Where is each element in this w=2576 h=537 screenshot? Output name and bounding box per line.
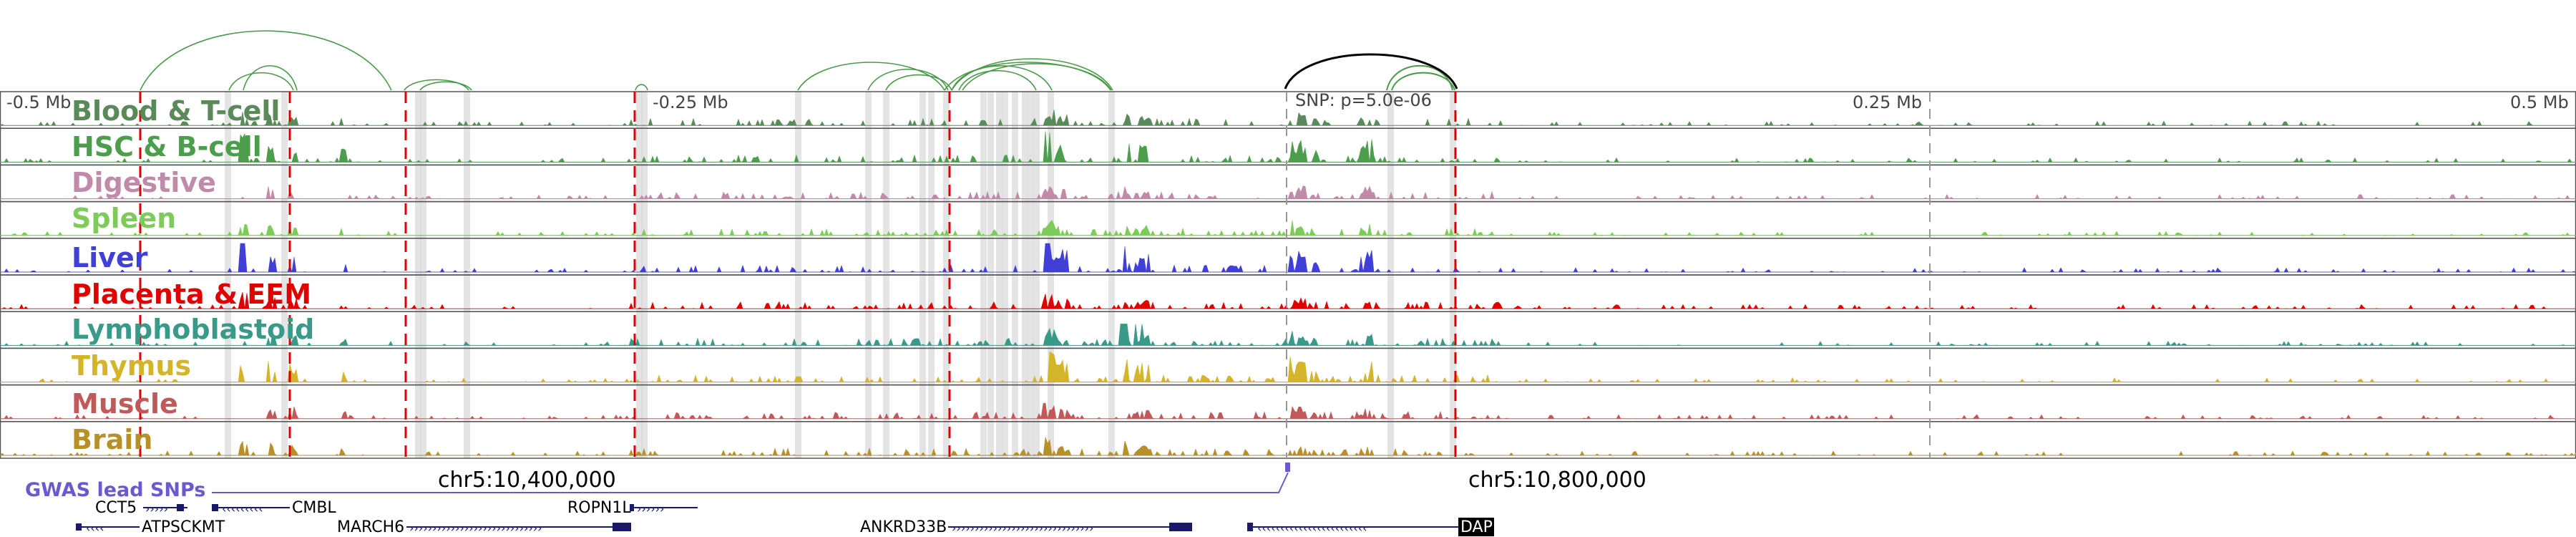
gene-label-march6[interactable]: MARCH6: [337, 518, 404, 536]
track-panel: [0, 384, 2576, 422]
chromatin-loop-arc: [797, 62, 945, 91]
chromatin-loops: [140, 30, 1458, 91]
track-panel: [0, 238, 2576, 276]
snp-loop-arc: [1284, 53, 1458, 90]
track-label-lymphoblastoid[interactable]: Lymphoblastoid: [72, 314, 314, 345]
signal-placenta-eem: [0, 291, 2576, 310]
track-label-placenta-eem[interactable]: Placenta & EEM: [72, 279, 311, 310]
gene-arrows-atpsckmt: ‹‹‹‹: [86, 521, 104, 535]
track-label-digestive[interactable]: Digestive: [72, 167, 216, 198]
signal-muscle: [0, 402, 2576, 420]
signal-thymus: [0, 351, 2576, 383]
chromatin-loop-arc: [885, 74, 952, 91]
coordinate-left: chr5:10,400,000: [438, 468, 616, 493]
gene-label-cct5[interactable]: CCT5: [95, 499, 137, 517]
track-panels: [0, 91, 2576, 459]
gene-exon-atpsckmt: [76, 523, 82, 531]
chromatin-loop-arc: [1391, 72, 1455, 91]
gene-label-dap[interactable]: DAP: [1460, 518, 1493, 536]
signal-digestive: [0, 185, 2576, 200]
gene-exon-cmbl: [212, 504, 218, 511]
gwas-track: GWAS lead SNPs: [25, 463, 1290, 501]
gene-arrows-dap: ‹‹‹‹‹‹‹‹‹‹‹‹‹‹‹‹‹‹‹‹‹‹‹‹: [1257, 521, 1367, 535]
axis-label-mid-left: -0.25 Mb: [653, 92, 728, 112]
track-label-muscle[interactable]: Muscle: [72, 388, 178, 420]
track-panel: [0, 421, 2576, 459]
chromatin-loop-arc: [419, 81, 472, 91]
signal-brain: [0, 437, 2576, 457]
highlight-red-lines: [139, 92, 1457, 458]
gene-exon-dap-start: [1247, 523, 1253, 531]
gene-label-ropn1l[interactable]: ROPN1L: [567, 499, 631, 517]
track-panel: [0, 127, 2576, 166]
track-label-liver[interactable]: Liver: [72, 242, 148, 274]
gene-track: CCT5 ››››› ‹‹‹‹‹‹‹‹‹ CMBL ROPN1L ›››››› …: [76, 499, 1494, 536]
track-labels: Blood & T-cell HSC & B-cell Digestive Sp…: [72, 95, 314, 455]
gene-arrows-cmbl: ‹‹‹‹‹‹‹‹‹: [222, 502, 263, 516]
track-panel: [0, 200, 2576, 239]
signal-hsc-b-cell: [0, 131, 2576, 163]
signal-blood-t-cell: [0, 109, 2576, 127]
chromatin-loop-arc: [944, 62, 1111, 91]
gene-arrows-cct5: ›››››: [145, 502, 168, 516]
chromatin-loop-arc: [140, 30, 392, 91]
gene-exon-ropn1l: [630, 504, 634, 511]
gene-label-ankrd33b[interactable]: ANKRD33B: [860, 518, 947, 536]
axis-label-right: 0.5 Mb: [2510, 92, 2569, 112]
coordinate-right: chr5:10,800,000: [1468, 468, 1646, 493]
track-panel: [0, 347, 2576, 386]
gene-exon-march6: [613, 523, 631, 531]
track-label-thymus[interactable]: Thymus: [72, 350, 191, 382]
axis-label-snp: SNP: p=5.0e-06: [1295, 90, 1432, 110]
track-label-blood-t-cell[interactable]: Blood & T-cell: [72, 95, 280, 127]
gwas-connector: [212, 472, 1289, 493]
gene-label-cmbl[interactable]: CMBL: [292, 499, 336, 517]
gene-label-atpsckmt[interactable]: ATPSCKMT: [142, 518, 225, 536]
accessibility-signals: [0, 109, 2576, 457]
gene-exon-ankrd33b: [1169, 523, 1192, 531]
track-panel: [0, 311, 2576, 349]
track-panel: [0, 91, 2576, 129]
signal-lymphoblastoid: [0, 324, 2576, 347]
track-panel: [0, 164, 2576, 203]
chromatin-loop-arc: [867, 69, 949, 91]
axis-labels: -0.5 Mb -0.25 Mb SNP: p=5.0e-06 0.25 Mb …: [6, 90, 2569, 112]
axis-markers: [1286, 92, 1931, 458]
track-label-brain[interactable]: Brain: [72, 424, 152, 455]
chromatin-loop-arc: [404, 79, 469, 91]
track-panel: [0, 274, 2576, 312]
gwas-snp-marker[interactable]: [1285, 463, 1290, 472]
chromatin-loop-arc: [962, 63, 1112, 91]
chromatin-loop-arc: [958, 70, 1037, 91]
gene-exon-cct5: [177, 504, 184, 511]
chromatin-loop-arc: [951, 58, 1113, 91]
gwas-label: GWAS lead SNPs: [25, 479, 205, 501]
signal-spleen: [0, 220, 2576, 236]
gene-arrows-ankrd33b: ›››››››››››››››››››››››››››››››: [952, 521, 1093, 535]
axis-label-mid-right: 0.25 Mb: [1853, 92, 1922, 112]
chromatin-loop-arc: [228, 72, 294, 91]
chromatin-loop-arc: [951, 65, 1053, 91]
gene-arrows-ropn1l: ››››››: [637, 502, 664, 516]
chromatin-loop-arc: [243, 65, 298, 91]
axis-label-left: -0.5 Mb: [6, 92, 71, 112]
chromatin-loop-arc: [1386, 65, 1453, 91]
gene-arrows-march6: ›››››››››››››››››››››››››››››: [409, 521, 542, 535]
track-label-spleen[interactable]: Spleen: [72, 203, 176, 234]
gene-label-dap-bg: [1458, 518, 1494, 536]
track-label-hsc-b-cell[interactable]: HSC & B-cell: [72, 131, 262, 163]
chromatin-loop-arc: [635, 84, 648, 91]
signal-liver: [0, 243, 2576, 273]
